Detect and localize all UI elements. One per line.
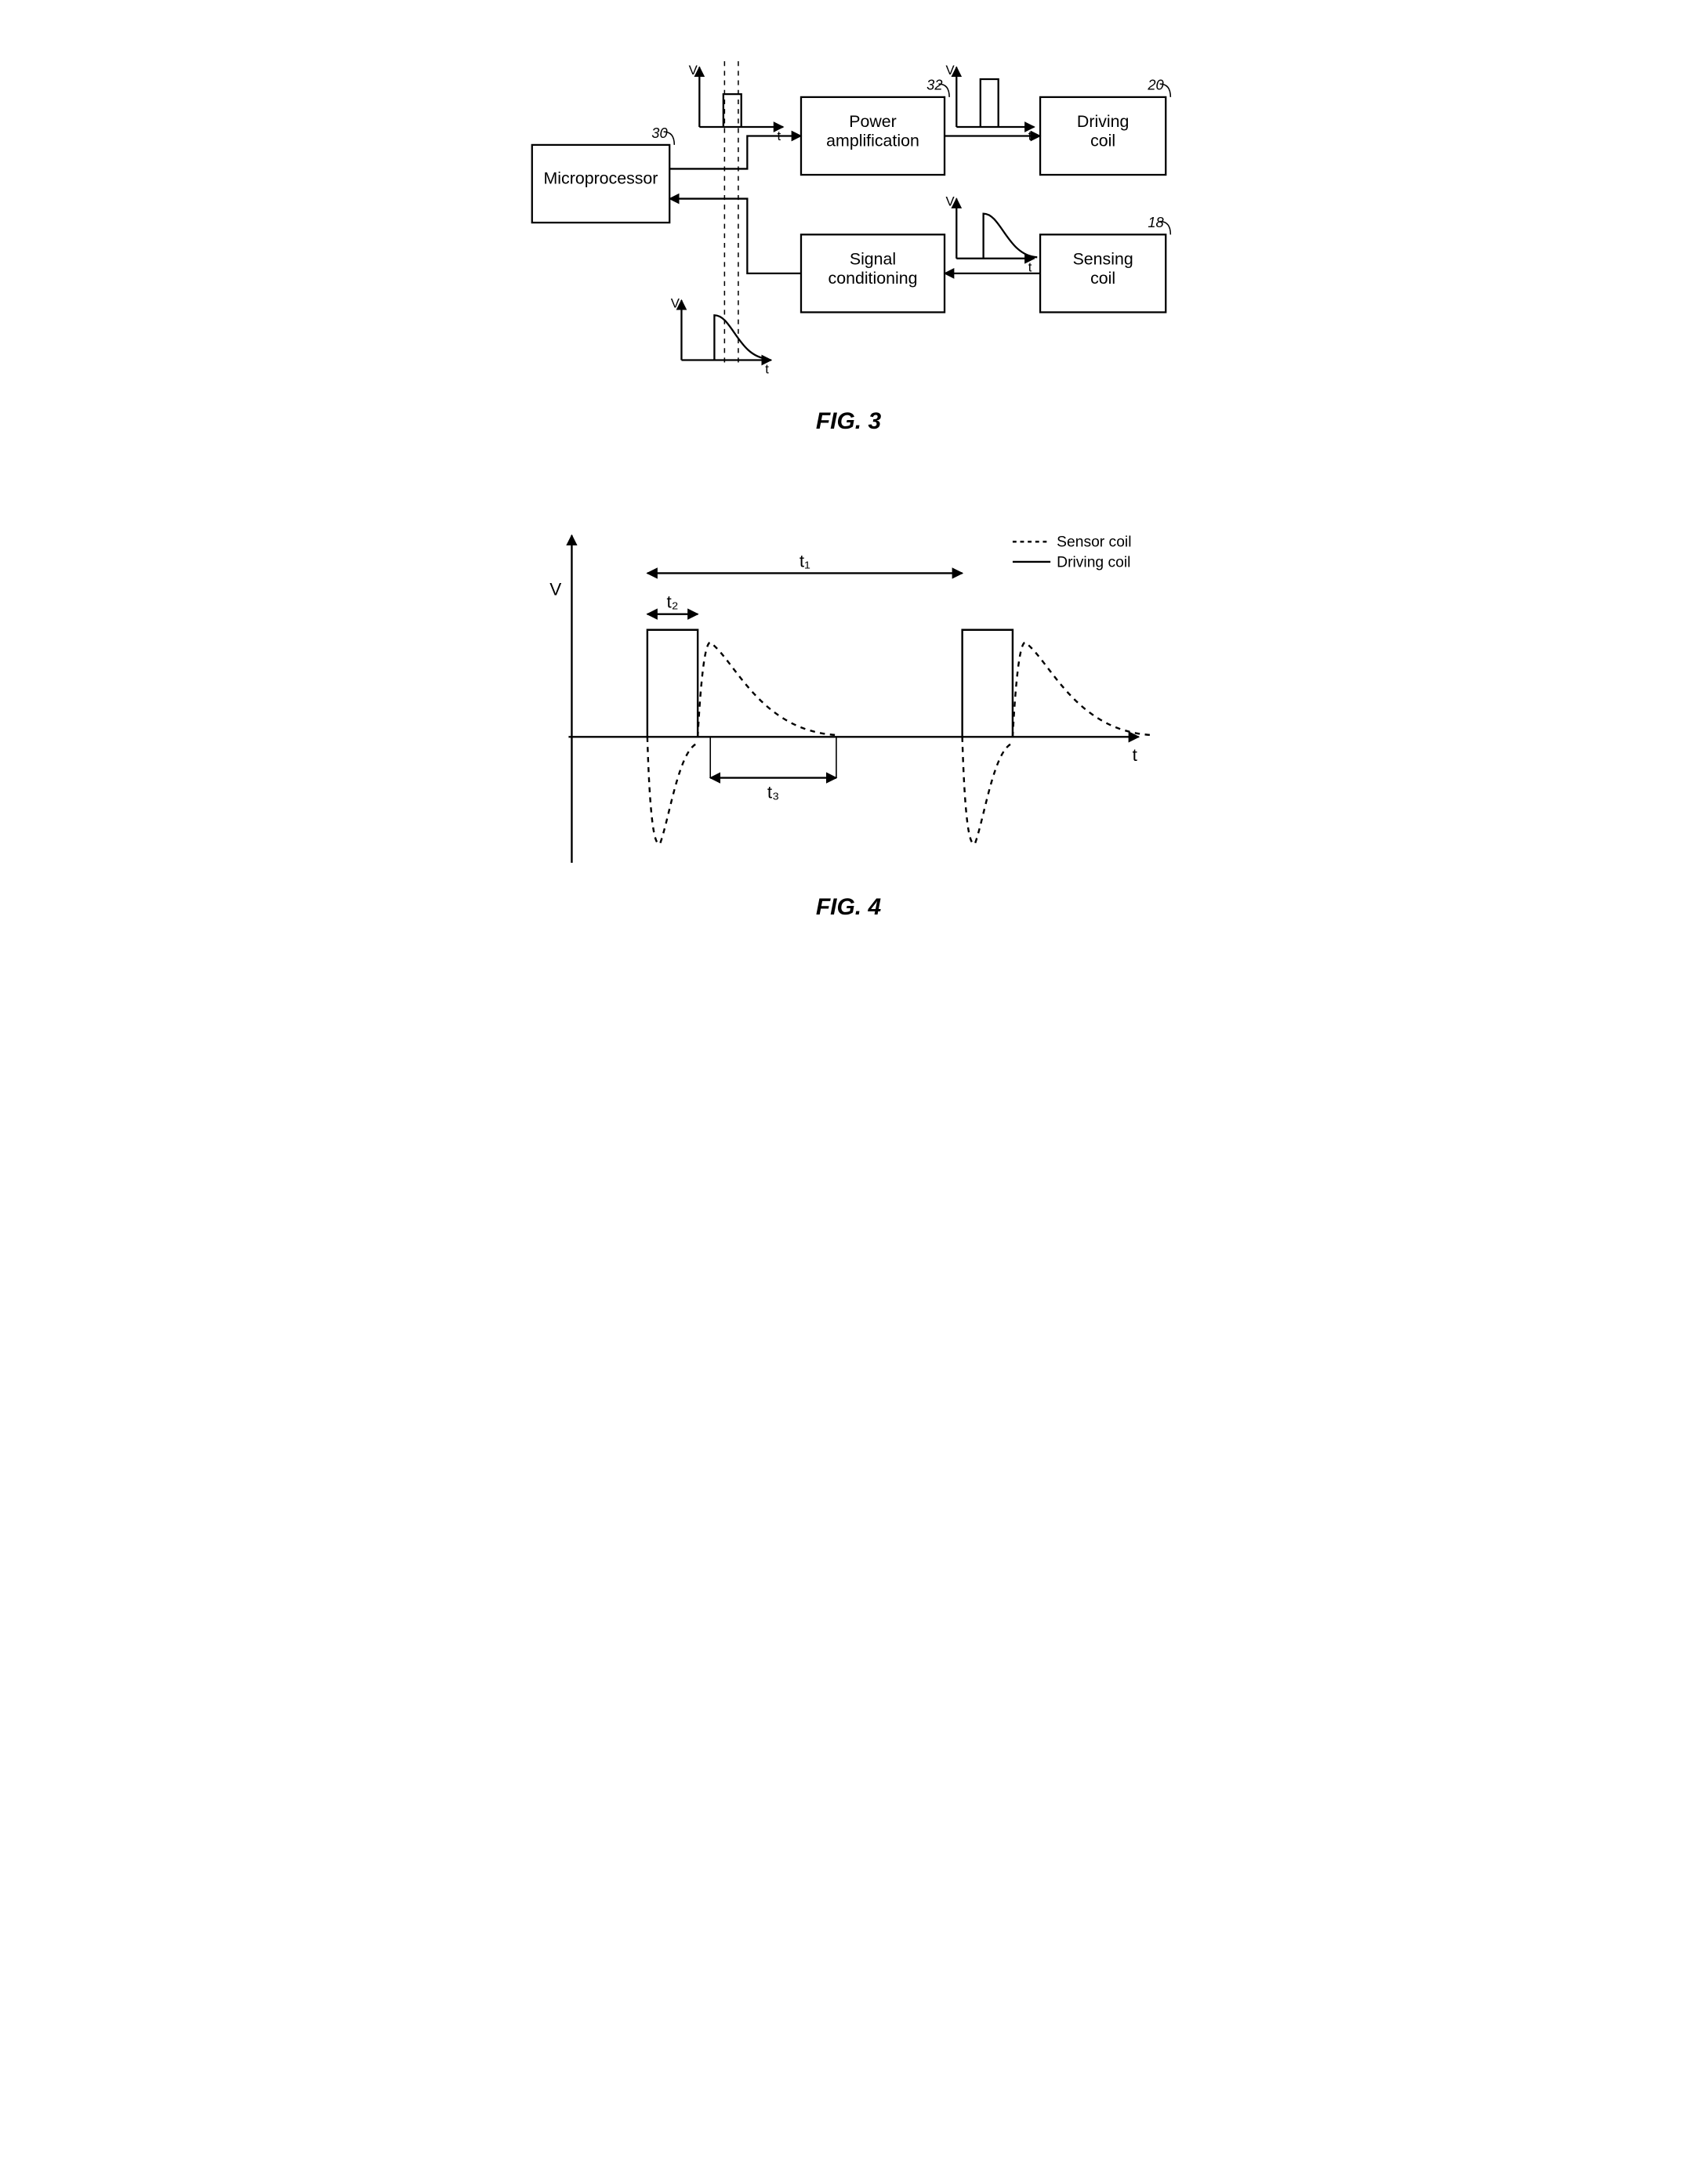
axis-label-t: t xyxy=(765,361,769,376)
ref-num: 18 xyxy=(1148,214,1164,230)
block-label: amplification xyxy=(826,131,919,150)
block-label: Microprocessor xyxy=(543,168,658,187)
block-label: Power xyxy=(849,112,897,131)
ref-num: 30 xyxy=(651,125,668,141)
block-label: Sensing xyxy=(1072,249,1133,268)
block-label: coil xyxy=(1090,131,1115,150)
ref-num: 20 xyxy=(1147,77,1164,93)
fig3-caption: FIG. 3 xyxy=(31,408,1666,435)
axis-label-v: V xyxy=(549,579,561,599)
sensor-pos-decay xyxy=(1012,643,1151,737)
fig4-svg: Vt t₁ t₂ t₃ Sensor coil Driving coil xyxy=(496,498,1202,888)
block-label: conditioning xyxy=(828,269,917,288)
block-label: Signal xyxy=(849,249,895,268)
block-label: Driving xyxy=(1076,112,1128,131)
timing-t2-label: t₂ xyxy=(666,592,678,611)
block-sensing_coil: Sensingcoil 18 xyxy=(1040,214,1170,312)
ref-num: 32 xyxy=(926,77,942,93)
mini-axis: Vt xyxy=(688,63,783,143)
fig3-svg: VtVtVtVtMicroprocessor30Poweramplificati… xyxy=(496,31,1202,402)
axis-label-t: t xyxy=(1132,745,1137,765)
sensor-neg-spike xyxy=(962,737,1012,844)
driving-pulse xyxy=(647,630,697,737)
legend: Sensor coil Driving coil xyxy=(1012,534,1131,571)
figure-3: VtVtVtVtMicroprocessor30Poweramplificati… xyxy=(31,31,1666,435)
axis-label-v: V xyxy=(688,63,698,78)
arrow-cond-to-micro xyxy=(669,199,801,273)
block-label: coil xyxy=(1090,269,1115,288)
driving-pulse xyxy=(962,630,1012,737)
fig4-caption: FIG. 4 xyxy=(31,894,1666,921)
axis-label-v: V xyxy=(670,295,680,310)
timing-t1-label: t₁ xyxy=(799,551,810,570)
mini-axis: Vt xyxy=(945,194,1037,275)
block-power_amp: Poweramplification 32 xyxy=(800,77,948,175)
block-driving_coil: Drivingcoil 20 xyxy=(1040,77,1170,175)
axis-label-v: V xyxy=(945,63,955,78)
sensor-pos-decay xyxy=(698,643,836,737)
legend-label: Sensor coil xyxy=(1057,534,1131,551)
axis-label-v: V xyxy=(945,194,955,209)
sensor-neg-spike xyxy=(647,737,697,844)
mini-axis: Vt xyxy=(945,63,1034,143)
timing-t3-label: t₃ xyxy=(767,782,778,802)
block-microprocessor: Microprocessor 30 xyxy=(531,125,674,223)
mini-axis: Vt xyxy=(670,295,771,376)
arrow-micro-to-amp xyxy=(669,136,801,168)
legend-label: Driving coil xyxy=(1057,554,1130,570)
figure-4: Vt t₁ t₂ t₃ Sensor coil Driving coil FIG. 4 xyxy=(31,498,1666,921)
block-signal_cond: Signalconditioning xyxy=(800,234,944,312)
